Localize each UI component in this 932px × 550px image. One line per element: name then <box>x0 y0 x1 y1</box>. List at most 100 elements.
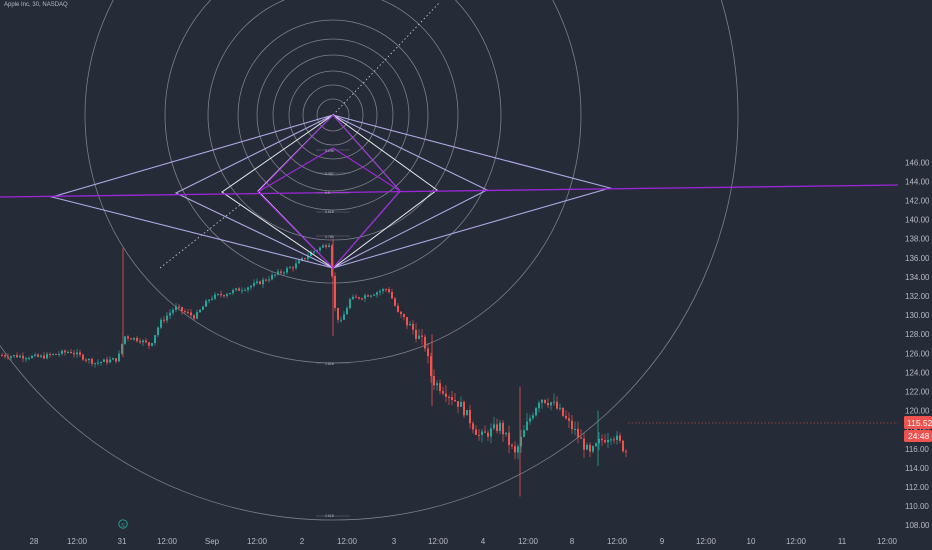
candle-body <box>241 290 243 292</box>
time-axis[interactable]: 28 12:00 31 12:00 Sep 12:00 2 12:00 3 12:00 4 12:00… <box>30 537 898 546</box>
candle-body <box>109 359 111 363</box>
candle-body <box>256 281 258 283</box>
candle-body <box>208 299 210 301</box>
candle-body <box>130 338 132 340</box>
y-tick-label: 144.00 <box>905 177 930 186</box>
y-tick-label: 116.00 <box>905 445 929 454</box>
candle-body <box>481 431 483 435</box>
candle-body <box>409 323 411 326</box>
price-axis[interactable]: 146.00 144.00 142.00 140.00 138.00 136.00 134.… <box>898 0 932 550</box>
candle-body <box>547 403 549 406</box>
candle-body <box>610 439 612 441</box>
fib-circle <box>0 0 739 521</box>
candle-body <box>58 353 60 355</box>
y-tick-label: 112.00 <box>905 483 929 492</box>
candle-body <box>328 245 330 248</box>
candle-body <box>67 352 69 354</box>
candle-body <box>76 352 78 355</box>
candle-body <box>331 245 333 277</box>
candle-body <box>592 446 594 452</box>
candle-body <box>562 407 564 416</box>
candle-body <box>133 337 135 340</box>
candle-body <box>391 292 393 299</box>
x-tick-label: 8 <box>570 537 575 546</box>
candle-body <box>163 319 165 321</box>
candle-body <box>166 315 168 321</box>
candle-body <box>604 440 606 443</box>
candle-body <box>457 401 459 407</box>
candle-body <box>559 407 561 409</box>
x-tick-label: 12:00 <box>428 537 449 546</box>
candle-body <box>442 391 444 394</box>
candle-body <box>322 245 324 248</box>
candle-body <box>484 431 486 433</box>
y-tick-label: 124.00 <box>905 368 930 377</box>
fib-level-label: 0.382 <box>325 172 334 176</box>
fib-level-label: 0.5 <box>325 191 330 195</box>
candle-body <box>433 376 435 386</box>
candle-body <box>496 424 498 432</box>
y-tick-label: 136.00 <box>905 254 930 263</box>
candle-body <box>178 306 180 308</box>
candle-body <box>181 307 183 312</box>
candle-body <box>574 428 576 430</box>
y-tick-label: 108.00 <box>905 521 930 530</box>
candle-body <box>343 314 345 320</box>
candle-body <box>397 305 399 312</box>
candle-body <box>217 294 219 296</box>
candle-body <box>226 294 228 296</box>
candle-body <box>85 359 87 361</box>
candle-body <box>613 439 615 441</box>
candle-body <box>529 418 531 422</box>
candle-body <box>1 355 3 357</box>
candle-body <box>79 352 81 355</box>
candle-body <box>97 362 99 364</box>
drawings <box>0 114 899 517</box>
candle-body <box>511 445 513 447</box>
last-price-label: 115.52 <box>907 418 932 428</box>
candle-body <box>436 383 438 386</box>
y-tick-label: 146.00 <box>905 158 930 167</box>
candle-body <box>295 263 297 269</box>
candle-body <box>100 362 102 364</box>
candle-body <box>394 298 396 306</box>
purple-diagonal <box>257 114 334 193</box>
y-tick-label: 142.00 <box>905 197 930 206</box>
candle-body <box>250 285 252 288</box>
candle-body <box>430 356 432 377</box>
candle-body <box>454 399 456 402</box>
x-tick-label: 12:00 <box>157 537 178 546</box>
candle-body <box>28 358 30 360</box>
x-tick-label: 28 <box>30 537 39 546</box>
candle-body <box>565 415 567 419</box>
candle-body <box>94 363 96 365</box>
candle-body <box>136 337 138 342</box>
candle-body <box>202 306 204 310</box>
candle-body <box>550 402 552 406</box>
candle-body <box>247 287 249 290</box>
candle-body <box>232 290 234 293</box>
candle-body <box>103 359 105 363</box>
y-tick-label: 140.00 <box>905 216 930 225</box>
last-price-badge <box>904 416 932 429</box>
inner-diamond-line <box>221 114 334 269</box>
candle-body <box>625 451 627 453</box>
candle-body <box>4 355 6 357</box>
candle-body <box>43 355 45 359</box>
candle-body <box>556 401 558 409</box>
split-event-icon[interactable] <box>118 519 128 529</box>
candle-body <box>64 350 66 353</box>
y-tick-label: 114.00 <box>905 464 929 473</box>
candle-body <box>478 434 480 436</box>
candle-body <box>145 340 147 343</box>
candle-body <box>124 336 126 344</box>
x-tick-label: 12:00 <box>877 537 898 546</box>
candle-body <box>370 295 372 297</box>
candle-body <box>283 272 285 274</box>
candle-body <box>304 258 306 260</box>
candle-body <box>271 275 273 280</box>
fib-circle <box>302 84 364 146</box>
purple-diamond <box>257 147 401 269</box>
